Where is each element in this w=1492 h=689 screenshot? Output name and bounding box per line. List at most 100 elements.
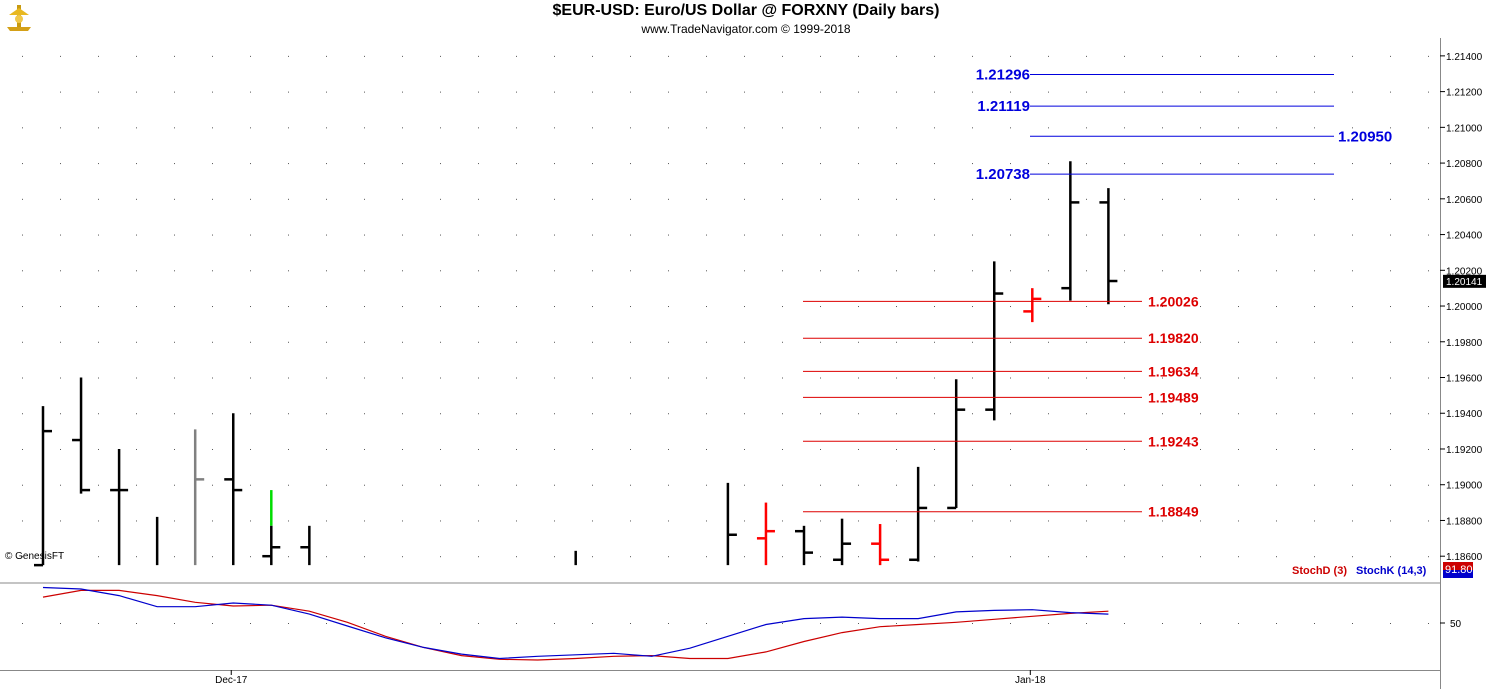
grid-dot [1238,55,1239,57]
grid-dot [1048,623,1049,624]
grid-dot [22,91,23,93]
grid-dot [1352,55,1353,57]
grid-dot [934,377,935,379]
grid-dot [288,556,289,558]
grid-dot [440,520,441,522]
y-tick-label: 1.19400 [1446,409,1483,420]
grid-dot [98,448,99,450]
grid-dot [706,91,707,93]
grid-dot [896,520,897,522]
ohlc-bar [1061,161,1080,301]
grid-dot [440,163,441,165]
grid-dot [630,341,631,343]
grid-dot [1352,270,1353,272]
grid-dot [1314,413,1315,415]
grid-dot [1048,91,1049,93]
grid-dot [1314,163,1315,165]
grid-dot [1086,163,1087,165]
ohlc-bar [72,377,91,494]
grid-dot [1086,484,1087,486]
grid-dot [1352,234,1353,236]
grid-dot [288,163,289,165]
grid-dot [250,556,251,558]
grid-dot [706,556,707,558]
grid-dot [22,448,23,450]
grid-dot [1428,556,1429,558]
grid-dot [1276,234,1277,236]
stoch-line [42,589,1109,661]
grid-dot [440,448,441,450]
ohlc-bar [871,524,890,566]
grid-dot [972,520,973,522]
grid-dot [60,448,61,450]
grid-dot [1390,484,1391,486]
grid-dot [1314,234,1315,236]
grid-dot [1086,413,1087,415]
grid-dot [1010,520,1011,522]
grid-dot [136,377,137,379]
grid-dot [440,623,441,624]
grid-dot [1010,234,1011,236]
chart-title: $EUR-USD: Euro/US Dollar @ FORXNY (Daily… [552,2,940,19]
grid-dot [630,270,631,272]
grid-dot [858,270,859,272]
grid-dot [1352,198,1353,200]
grid-dot [364,448,365,450]
grid-dot [288,55,289,57]
grid-dot [858,341,859,343]
grid-dot [592,623,593,624]
grid-dot [1428,341,1429,343]
grid-dot [402,270,403,272]
ohlc-bar [833,518,852,566]
grid-dot [478,520,479,522]
grid-dot [1238,520,1239,522]
grid-dot [440,234,441,236]
grid-dot [1390,127,1391,129]
y-tick-label: 1.18800 [1446,516,1483,527]
grid-dot [782,413,783,415]
grid-dot [1276,341,1277,343]
grid-dot [250,55,251,57]
grid-dot [98,127,99,129]
grid-dot [516,270,517,272]
grid-dot [136,520,137,522]
grid-dot [1048,163,1049,165]
grid-dot [706,341,707,343]
grid-dot [706,623,707,624]
grid-dot [136,341,137,343]
grid-dot [1124,91,1125,93]
grid-dot [60,163,61,165]
grid-dot [1352,556,1353,558]
grid-dot [1314,306,1315,308]
chart-header: $EUR-USD: Euro/US Dollar @ FORXNY (Daily… [0,0,1492,38]
grid-dot [592,163,593,165]
grid-dot [668,91,669,93]
grid-dot [174,484,175,486]
grid-dot [440,127,441,129]
grid-dot [782,198,783,200]
grid-dot [440,198,441,200]
grid-dot [98,234,99,236]
grid-dot [288,623,289,624]
grid-dot [1238,377,1239,379]
grid-dot [1238,448,1239,450]
grid-dot [896,55,897,57]
grid-dot [136,623,137,624]
grid-dot [1238,306,1239,308]
grid-dot [744,556,745,558]
grid-dot [1238,341,1239,343]
support-label: 1.19489 [1148,389,1199,405]
grid-dot [98,556,99,558]
grid-dot [1124,198,1125,200]
grid-dot [1124,623,1125,624]
grid-dot [516,91,517,93]
grid-dot [1048,55,1049,57]
copyright-label: © GenesisFT [5,551,64,562]
grid-dot [60,55,61,57]
grid-dot [1428,448,1429,450]
grid-dot [934,306,935,308]
grid-dot [212,448,213,450]
y-tick-label: 1.20800 [1446,159,1483,170]
grid-dot [174,198,175,200]
grid-dot [630,306,631,308]
